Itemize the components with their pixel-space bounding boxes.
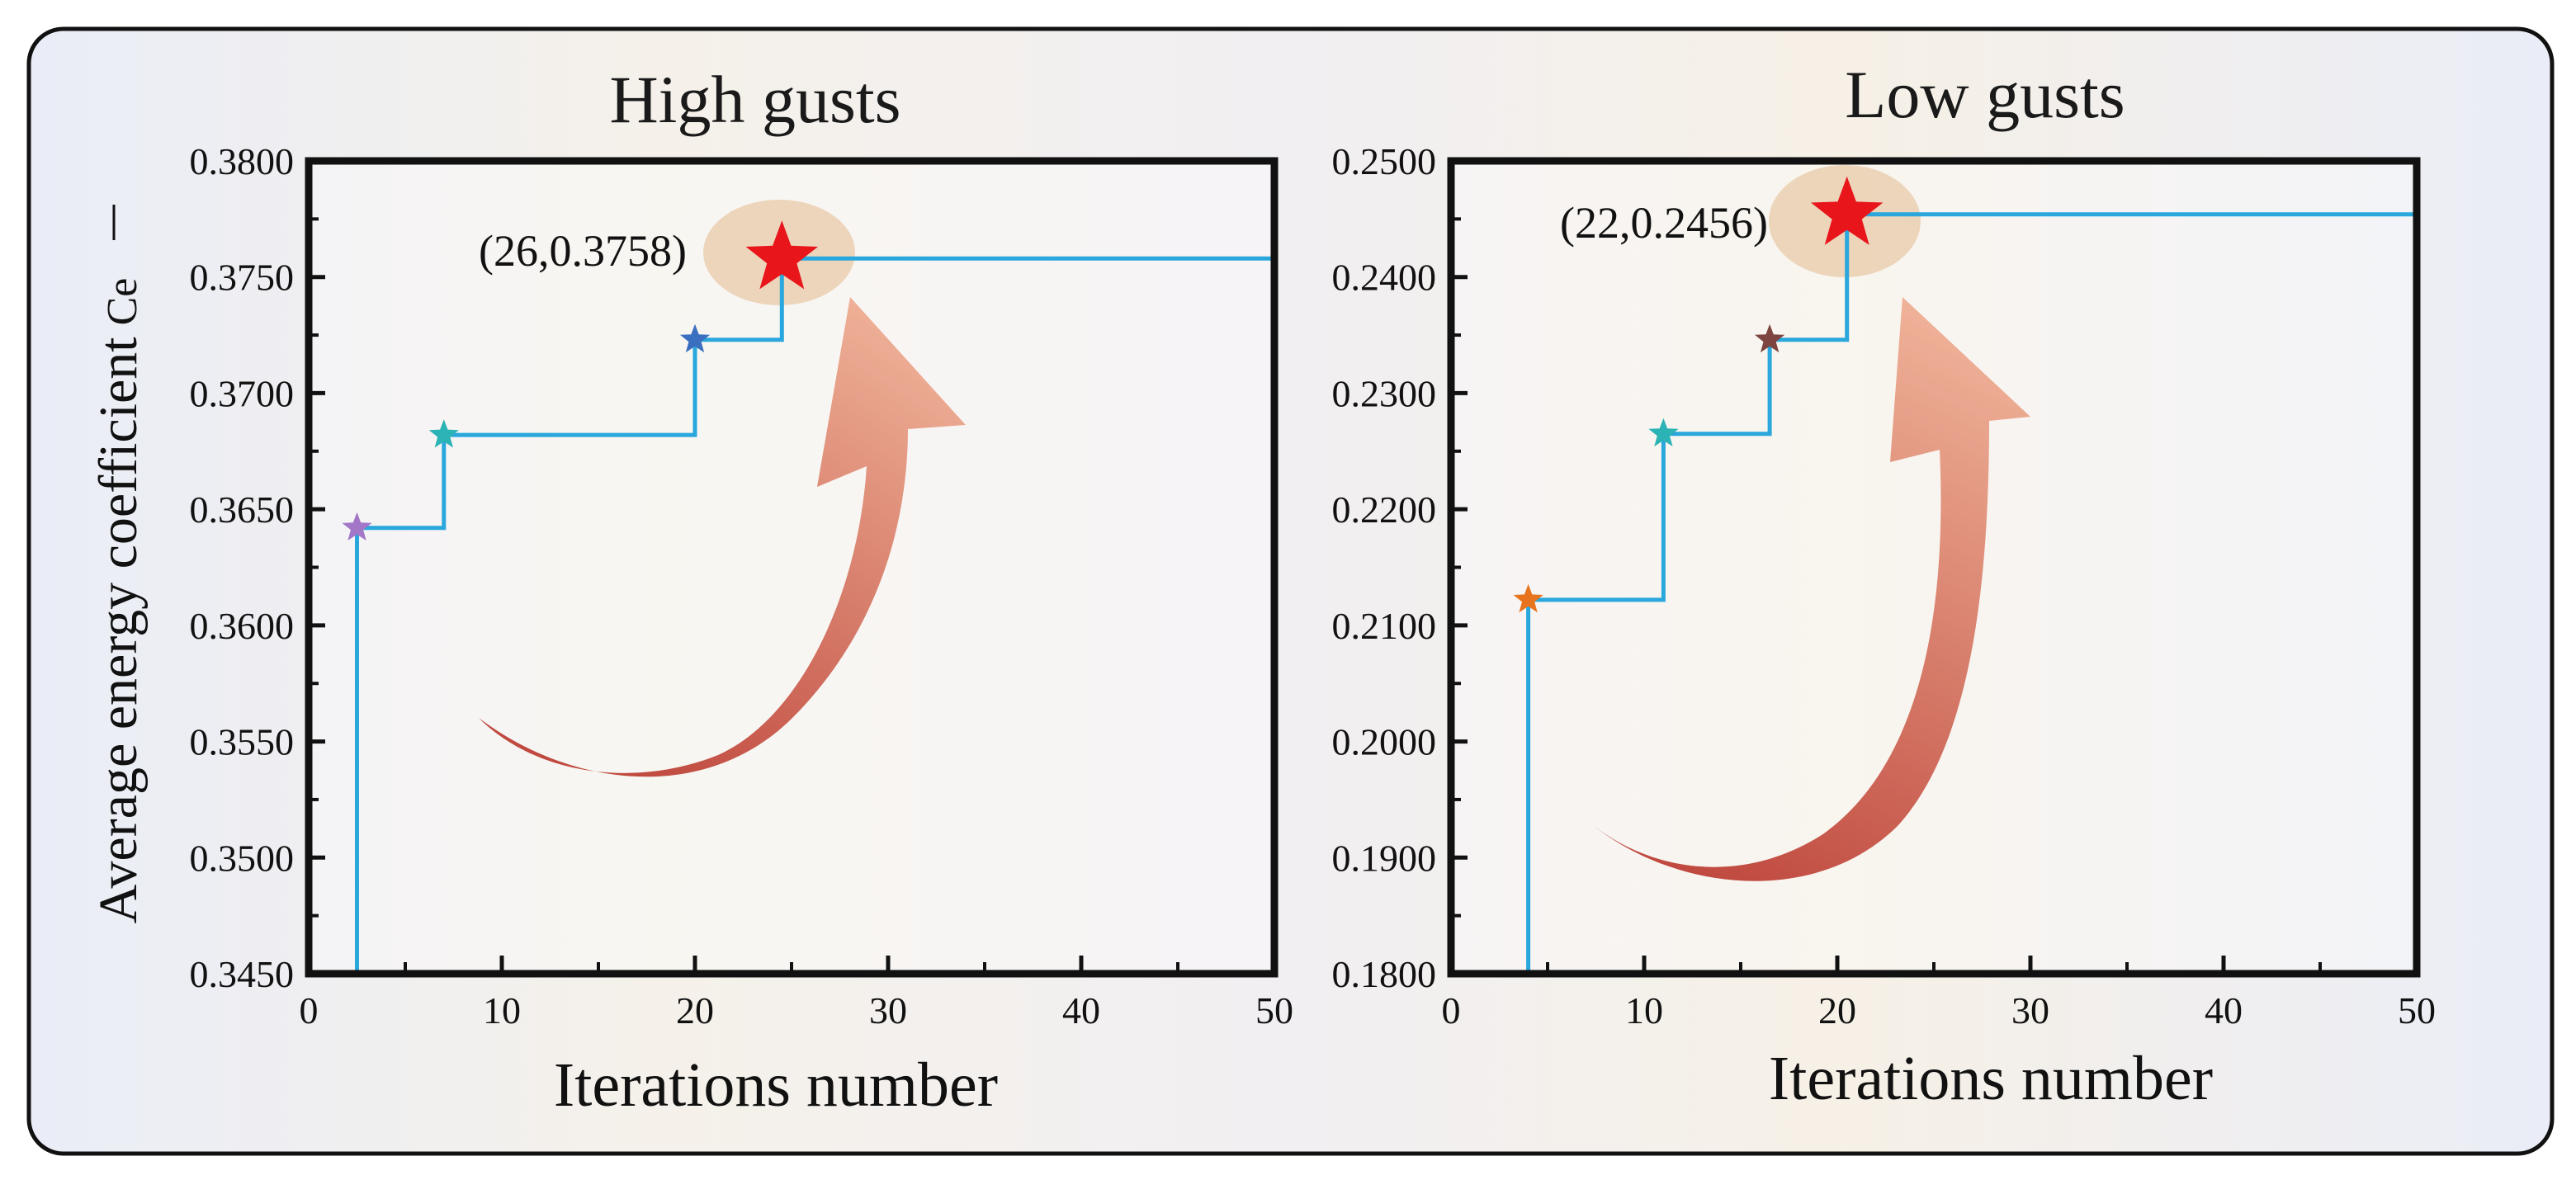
y-tick-label: 0.2200 — [1332, 489, 1437, 531]
x-tick-label: 0 — [300, 989, 319, 1031]
best-star-marker — [1811, 176, 1884, 245]
y-tick-label: 0.3700 — [190, 372, 295, 414]
x-tick-label: 10 — [483, 989, 521, 1031]
y-tick-label: 0.3550 — [190, 721, 295, 763]
star-marker-1 — [342, 512, 372, 540]
y-tick-label: 0.3800 — [190, 140, 295, 182]
y-tick-label: 0.3500 — [190, 837, 295, 879]
plot-area — [1451, 161, 2417, 974]
y-tick-label: 0.3650 — [190, 489, 295, 531]
curved-arrow-icon — [1593, 297, 2030, 881]
x-axis-label: Iterations number — [554, 1050, 998, 1120]
x-tick-label: 20 — [676, 989, 714, 1031]
chart-high-gusts: High gusts 0.3450 0.3500 0.3550 0.3600 0.365… — [88, 62, 1293, 1120]
x-tick-label: 50 — [2398, 989, 2436, 1031]
x-tick-label: 10 — [1625, 989, 1663, 1031]
x-tick-label: 50 — [1255, 989, 1293, 1031]
series-line — [1526, 212, 2417, 974]
x-tick-label: 30 — [869, 989, 907, 1031]
y-tick-label: 0.2100 — [1332, 605, 1437, 647]
star-marker-2 — [1648, 418, 1679, 446]
x-tick-label: 20 — [1818, 989, 1856, 1031]
y-tick-label: 0.3600 — [190, 605, 295, 647]
y-tick-label: 0.2400 — [1332, 257, 1437, 299]
best-point-annotation: (26,0.3758) — [479, 226, 687, 276]
x-tick-label: 30 — [2011, 989, 2049, 1031]
y-axis-symbol: Ce — [99, 278, 146, 326]
curved-arrow-icon — [479, 297, 966, 777]
y-tick-label: 0.2300 — [1332, 372, 1437, 414]
series-line — [355, 256, 1274, 974]
y-tick-label: 0.3750 — [190, 257, 295, 299]
y-axis-label-text: Average energy coefficient — [88, 337, 149, 923]
chart-low-gusts: Low gusts 0.1800 0.1900 0.2000 0.2100 0.2200… — [1332, 57, 2437, 1113]
star-marker-3 — [1755, 323, 1785, 353]
y-tick-label: 0.2000 — [1332, 721, 1437, 763]
chart-title: Low gusts — [1845, 57, 2125, 132]
x-axis-label: Iterations number — [1769, 1044, 2213, 1113]
x-tick-label: 40 — [1062, 989, 1100, 1031]
y-tick-label: 0.1800 — [1332, 953, 1437, 995]
y-tick-label: 0.2500 — [1332, 140, 1437, 182]
best-point-annotation: (22,0.2456) — [1560, 198, 1768, 248]
star-marker-3 — [679, 323, 711, 353]
y-axis-label: Average energy coefficient Ce — [88, 278, 149, 924]
y-tick-label: 0.3450 — [190, 953, 295, 995]
chart-title: High gusts — [609, 62, 900, 137]
x-tick-label: 0 — [1442, 989, 1461, 1031]
y-tick-label: 0.1900 — [1332, 837, 1437, 879]
star-marker-2 — [428, 419, 459, 448]
star-marker-1 — [1513, 583, 1543, 613]
best-star-marker — [745, 220, 818, 290]
x-tick-label: 40 — [2205, 989, 2243, 1031]
figure-panel — [26, 26, 2555, 1156]
